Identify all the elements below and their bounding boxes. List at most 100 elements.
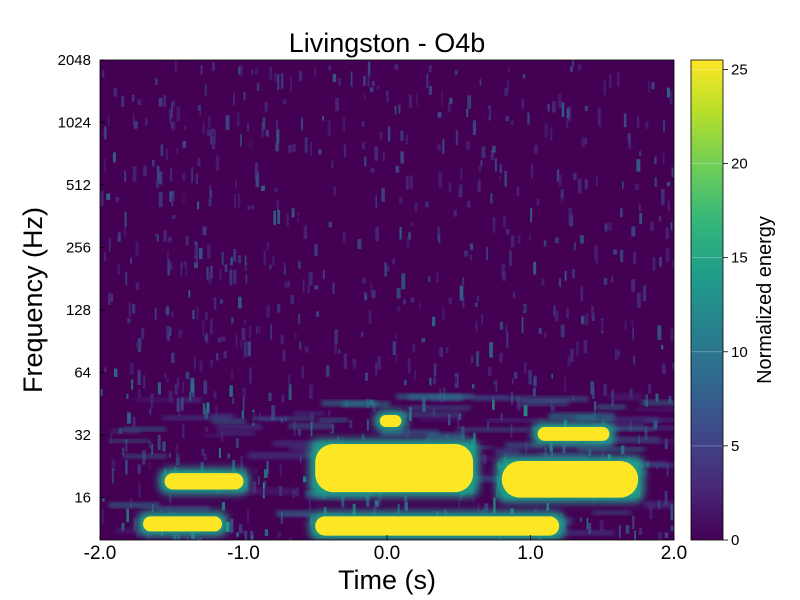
noise-mark	[573, 67, 578, 82]
noise-mark	[121, 95, 125, 107]
noise-mark	[627, 80, 632, 94]
noise-mark	[184, 176, 189, 188]
noise-mark	[231, 317, 234, 324]
noise-mark	[144, 191, 148, 204]
noise-mark	[182, 267, 186, 282]
noise-mark	[198, 114, 203, 123]
noise-mark	[156, 262, 161, 267]
noise-mark	[597, 108, 601, 125]
noise-mark	[125, 459, 128, 475]
noise-mark	[620, 208, 623, 217]
noise-mark	[232, 459, 235, 472]
noise-mark	[564, 270, 567, 281]
noise-mark	[149, 408, 152, 416]
noise-mark	[362, 433, 365, 440]
noise-mark	[206, 317, 211, 326]
noise-mark	[358, 496, 362, 509]
noise-mark	[102, 508, 104, 525]
noise-mark	[389, 80, 392, 89]
noise-mark	[205, 332, 208, 344]
noise-mark	[659, 215, 662, 222]
noise-mark	[386, 265, 390, 272]
noise-mark	[449, 97, 453, 105]
noise-mark	[488, 459, 492, 467]
noise-mark	[644, 322, 646, 339]
noise-mark	[310, 421, 313, 437]
noise-mark	[361, 141, 365, 150]
noise-mark	[506, 164, 509, 169]
noise-mark	[206, 402, 210, 414]
noise-mark	[352, 85, 357, 92]
noise-mark	[608, 179, 611, 188]
noise-mark	[191, 249, 195, 262]
noise-mark	[430, 499, 433, 512]
noise-mark	[146, 353, 150, 365]
noise-mark	[431, 316, 436, 327]
noise-mark	[128, 302, 131, 317]
noise-mark	[178, 320, 182, 326]
noise-mark	[238, 64, 243, 76]
noise-mark	[105, 466, 108, 478]
noise-mark	[146, 311, 149, 320]
noise-mark	[533, 376, 537, 386]
noise-mark	[577, 378, 582, 394]
noise-mark	[386, 433, 390, 439]
noise-mark	[634, 530, 636, 540]
noise-mark	[583, 330, 587, 342]
noise-mark	[588, 249, 592, 257]
noise-mark	[129, 362, 134, 375]
noise-mark	[592, 207, 596, 222]
noise-mark	[495, 94, 499, 106]
noise-mark	[166, 325, 170, 339]
noise-mark	[664, 491, 668, 505]
y-tick-label: 256	[66, 240, 91, 257]
noise-mark	[249, 114, 253, 129]
noise-mark	[158, 97, 163, 107]
noise-mark	[110, 505, 115, 512]
colorbar-tick-label: 10	[731, 344, 748, 361]
noise-mark	[311, 199, 315, 205]
noise-mark	[670, 286, 674, 297]
noise-mark	[178, 330, 183, 339]
noise-mark	[328, 409, 330, 417]
noise-mark	[239, 460, 242, 468]
noise-mark	[426, 73, 429, 88]
noise-mark	[452, 161, 456, 169]
noise-mark	[561, 198, 565, 204]
noise-mark	[342, 116, 346, 132]
noise-mark	[288, 384, 292, 400]
noise-mark	[247, 341, 252, 357]
noise-mark	[522, 303, 527, 314]
noise-mark	[568, 207, 573, 224]
noise-mark	[401, 273, 406, 290]
noise-mark	[421, 368, 425, 378]
noise-mark	[409, 175, 413, 189]
noise-mark	[336, 385, 341, 395]
noise-mark	[533, 261, 537, 275]
noise-mark	[241, 109, 244, 116]
noise-mark	[135, 282, 140, 290]
noise-mark	[268, 392, 272, 401]
noise-mark	[131, 303, 136, 314]
noise-mark	[202, 320, 205, 337]
noise-mark	[303, 214, 306, 227]
noise-mark	[436, 272, 439, 283]
noise-mark	[101, 81, 104, 88]
noise-mark	[449, 242, 452, 251]
noise-mark	[624, 320, 627, 330]
noise-mark	[202, 226, 207, 236]
noise-mark	[516, 186, 520, 197]
noise-mark	[437, 226, 440, 242]
noise-mark	[397, 336, 400, 347]
noise-mark	[510, 120, 514, 125]
noise-mark	[280, 137, 283, 143]
noise-mark	[277, 375, 280, 381]
noise-mark	[499, 164, 502, 174]
noise-mark	[625, 222, 629, 233]
noise-mark	[421, 338, 426, 343]
noise-mark	[204, 84, 207, 96]
noise-mark	[414, 370, 416, 380]
noise-mark	[646, 254, 649, 265]
noise-mark	[521, 98, 524, 109]
noise-mark	[392, 341, 397, 356]
